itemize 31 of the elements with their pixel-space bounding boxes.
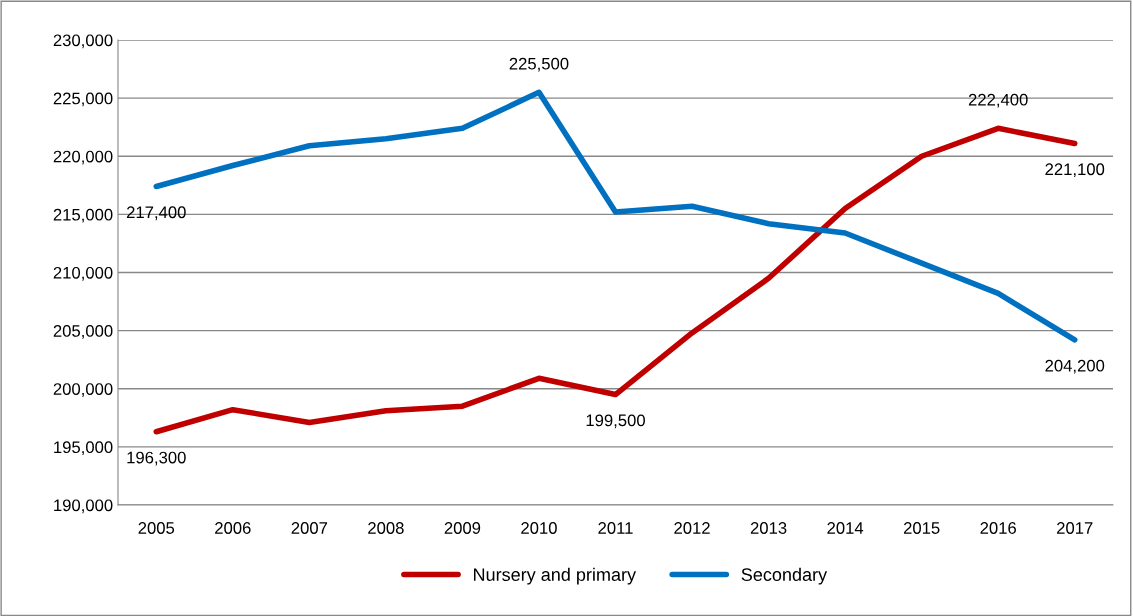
x-tick-label: 2013 [750, 522, 787, 534]
x-tick-label: 2011 [598, 522, 633, 534]
y-tick-label: 225,000 [53, 92, 113, 107]
x-tick-label: 2015 [903, 522, 940, 534]
y-tick-label: 200,000 [53, 383, 113, 397]
legend-label: Nursery and primary [474, 567, 637, 585]
data-label: 217,400 [126, 206, 186, 221]
data-label: 221,100 [1045, 163, 1105, 178]
x-tick-label: 2006 [215, 522, 251, 534]
x-tick-label: 2014 [827, 522, 864, 534]
x-tick-label: 2017 [1057, 522, 1093, 534]
x-tick-label: 2016 [980, 522, 1016, 534]
data-label: 204,200 [1045, 359, 1105, 374]
data-label: 196,300 [127, 451, 186, 466]
y-tick-label: 220,000 [53, 150, 113, 165]
data-label: 199,500 [586, 414, 645, 429]
x-tick-label: 2005 [138, 522, 175, 534]
x-tick-label: 2008 [368, 522, 404, 534]
x-tick-label: 2009 [444, 522, 481, 534]
y-tick-label: 205,000 [53, 325, 113, 339]
y-tick-label: 190,000 [54, 499, 113, 514]
y-tick-label: 230,000 [53, 34, 113, 49]
x-tick-label: 2012 [674, 522, 710, 534]
y-tick-label: 215,000 [53, 208, 113, 223]
y-tick-label: 195,000 [54, 441, 113, 456]
x-tick-label: 2010 [521, 522, 557, 534]
x-tick-label: 2007 [291, 522, 328, 534]
y-tick-label: 210,000 [53, 266, 113, 281]
data-label: 222,400 [968, 93, 1028, 108]
data-label: 225,500 [509, 57, 569, 72]
legend-label: Secondary [741, 567, 828, 585]
